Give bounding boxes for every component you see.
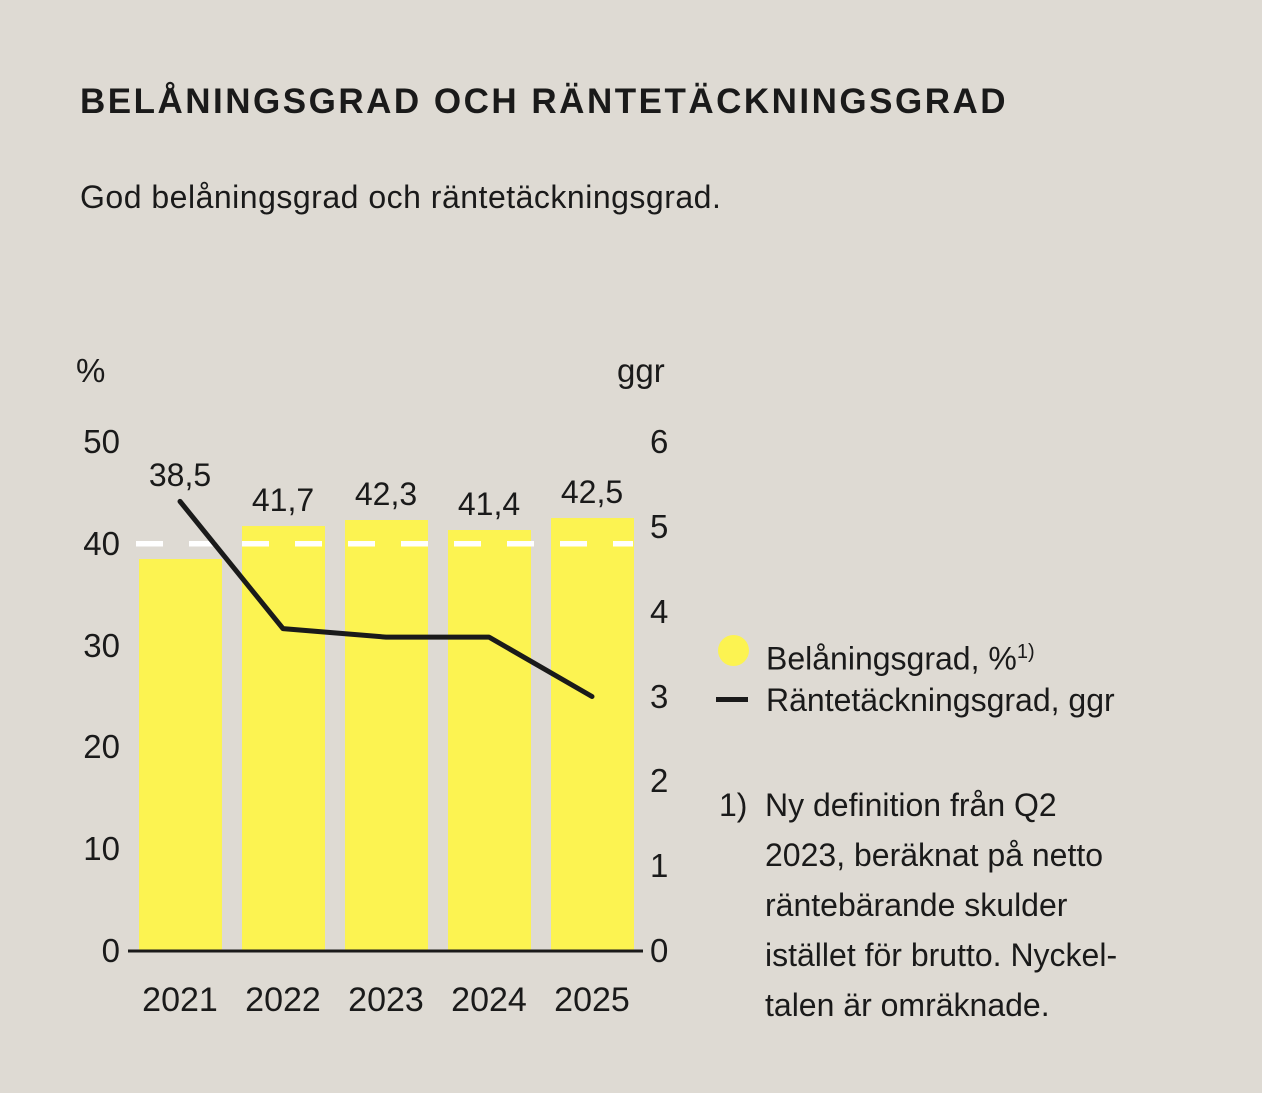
x-axis-label-2022: 2022	[245, 981, 321, 1019]
right-axis-tick-2: 2	[650, 762, 669, 800]
footnote-text: Ny definition från Q2 2023, beräknat på …	[765, 780, 1117, 1030]
legend-line-swatch-icon	[716, 697, 748, 702]
right-axis-tick-6: 6	[650, 423, 669, 460]
footnote-marker-superscript: 1)	[1016, 641, 1035, 663]
footnote-line: räntebärande skulder	[765, 887, 1068, 923]
legend-bar-label: Belåningsgrad, %1)	[766, 640, 1035, 677]
bar-2025	[550, 518, 634, 951]
footnote-marker: 1)	[719, 787, 748, 823]
x-axis-label-2025: 2025	[554, 981, 630, 1019]
left-axis-tick-10: 10	[83, 830, 120, 868]
left-axis-tick-30: 30	[83, 626, 120, 664]
footnote-line: Ny definition från Q2	[765, 787, 1057, 823]
left-axis-tick-20: 20	[83, 728, 120, 766]
page-title: BELÅNINGSGRAD OCH RÄNTETÄCKNINGSGRAD	[80, 82, 1009, 121]
footnote-line: 2023, beräknat på netto	[765, 837, 1104, 873]
bar-value-label-2021: 38,5	[148, 457, 212, 494]
left-axis-tick-50: 50	[83, 423, 120, 460]
footnote-line: talen är omräknade.	[765, 987, 1050, 1023]
chart-subtitle: God belåningsgrad och räntetäckningsgrad…	[80, 179, 722, 215]
right-axis-tick-0: 0	[650, 932, 669, 969]
footnote-line: istället för brutto. Nyckel-	[765, 937, 1118, 973]
x-axis-label-2024: 2024	[451, 981, 527, 1019]
legend-bar-swatch-icon	[718, 635, 749, 666]
right-axis-tick-1: 1	[650, 847, 669, 885]
bar-2024	[447, 529, 531, 951]
right-axis-tick-4: 4	[650, 592, 669, 630]
x-axis-label-2023: 2023	[348, 981, 424, 1019]
legend-line-label: Räntetäckningsgrad, ggr	[766, 682, 1115, 718]
right-axis-tick-3: 3	[650, 677, 669, 715]
x-axis-label-2021: 2021	[142, 981, 218, 1019]
bar-2021	[138, 559, 222, 951]
left-axis-tick-40: 40	[83, 524, 120, 562]
right-axis-tick-5: 5	[650, 507, 669, 545]
left-axis-tick-0: 0	[101, 932, 120, 969]
left-axis-unit: %	[76, 352, 106, 389]
right-axis-unit: ggr	[617, 352, 665, 389]
bar-2022	[241, 526, 325, 951]
bar-2023	[344, 520, 428, 951]
bar-value-label-2025: 42,5	[560, 474, 624, 511]
